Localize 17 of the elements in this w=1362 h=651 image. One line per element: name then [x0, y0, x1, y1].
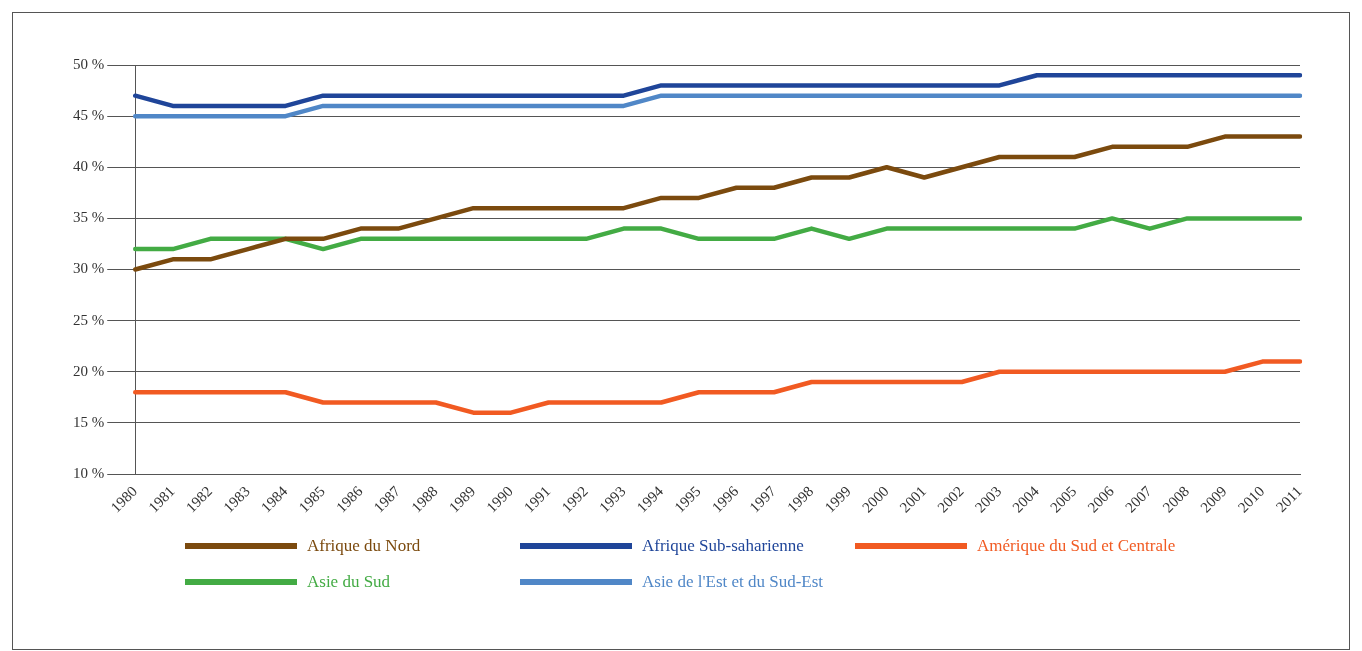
y-tick-label: 30 % [73, 260, 105, 277]
x-tick-label: 1982 [182, 483, 216, 516]
text: Afrique Sub-saharienne [642, 536, 804, 557]
y-tick-label: 50 % [73, 55, 105, 72]
y-tick-label: 20 % [73, 362, 105, 379]
y-tick-label: 10 % [73, 465, 105, 481]
text: Asie de l'Est et du Sud-Est [642, 572, 824, 593]
x-tick-label: 1989 [445, 483, 479, 516]
y-tick-label: 35 % [73, 209, 105, 226]
text: Afrique du Nord [307, 536, 421, 557]
text: Asie du Sud [307, 572, 391, 593]
y-tick-label: 25 % [73, 311, 105, 328]
y-tick-label: 45 % [73, 107, 105, 124]
text: Amérique du Sud et Centrale [977, 536, 1176, 557]
x-tick-label: 1991 [520, 483, 554, 516]
y-tick-label: 40 % [73, 158, 105, 175]
y-tick-label: 15 % [73, 413, 105, 430]
